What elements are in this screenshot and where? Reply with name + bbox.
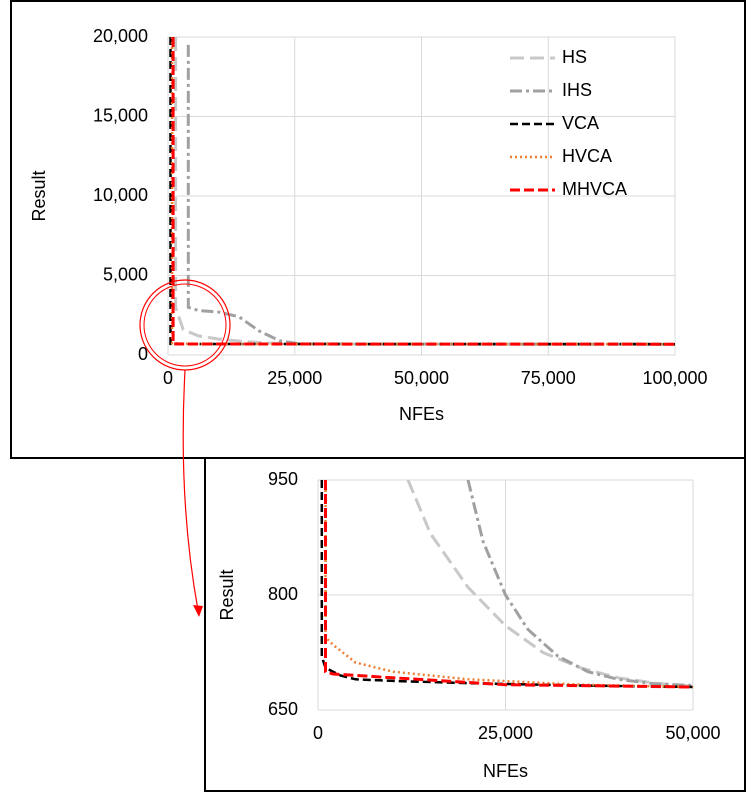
y-tick-label: 650 [268, 699, 298, 719]
x-tick-label: 25,000 [267, 368, 322, 388]
x-tick-label: 100,000 [642, 368, 707, 388]
series-line [324, 480, 694, 689]
y-tick-label: 950 [268, 469, 298, 489]
y-axis-label: Result [29, 170, 49, 221]
series-line [320, 480, 694, 689]
x-tick-label: 50,000 [665, 723, 720, 743]
charts: 0 5,000 10,000 15,000 20,000 0 25,000 50,000 75,… [29, 26, 721, 781]
y-tick-label: 0 [138, 344, 148, 364]
y-tick-label: 20,000 [93, 26, 148, 46]
chart-frame [10, 0, 746, 459]
y-tick-label: 10,000 [93, 185, 148, 205]
y-tick-label: 5,000 [103, 264, 148, 284]
legend-label: IHS [562, 80, 592, 100]
legend-label: HVCA [562, 146, 612, 166]
y-tick-label: 800 [268, 584, 298, 604]
zoom-circle [143, 283, 227, 367]
x-tick-label: 50,000 [394, 368, 449, 388]
x-tick-label: 0 [313, 723, 323, 743]
y-tick-label: 15,000 [93, 105, 148, 125]
legend-label: MHVCA [562, 179, 627, 199]
x-tick-label: 75,000 [521, 368, 576, 388]
series-line [174, 37, 676, 346]
series-line [171, 37, 676, 346]
legend-label: VCA [562, 113, 599, 133]
series-line [324, 480, 694, 689]
zoom-frame [204, 457, 746, 792]
series-line [466, 479, 694, 687]
legend-label: HS [562, 47, 587, 67]
y-axis-label: Result [217, 569, 237, 620]
series-line [406, 479, 694, 688]
zoom-arrow-head [193, 605, 203, 617]
x-axis-label: NFEs [483, 761, 528, 781]
x-tick-label: 0 [163, 368, 173, 388]
zoom-arrow [182, 369, 199, 611]
x-axis-label: NFEs [399, 404, 444, 424]
zoom-circle [139, 279, 231, 371]
x-tick-label: 25,000 [478, 723, 533, 743]
